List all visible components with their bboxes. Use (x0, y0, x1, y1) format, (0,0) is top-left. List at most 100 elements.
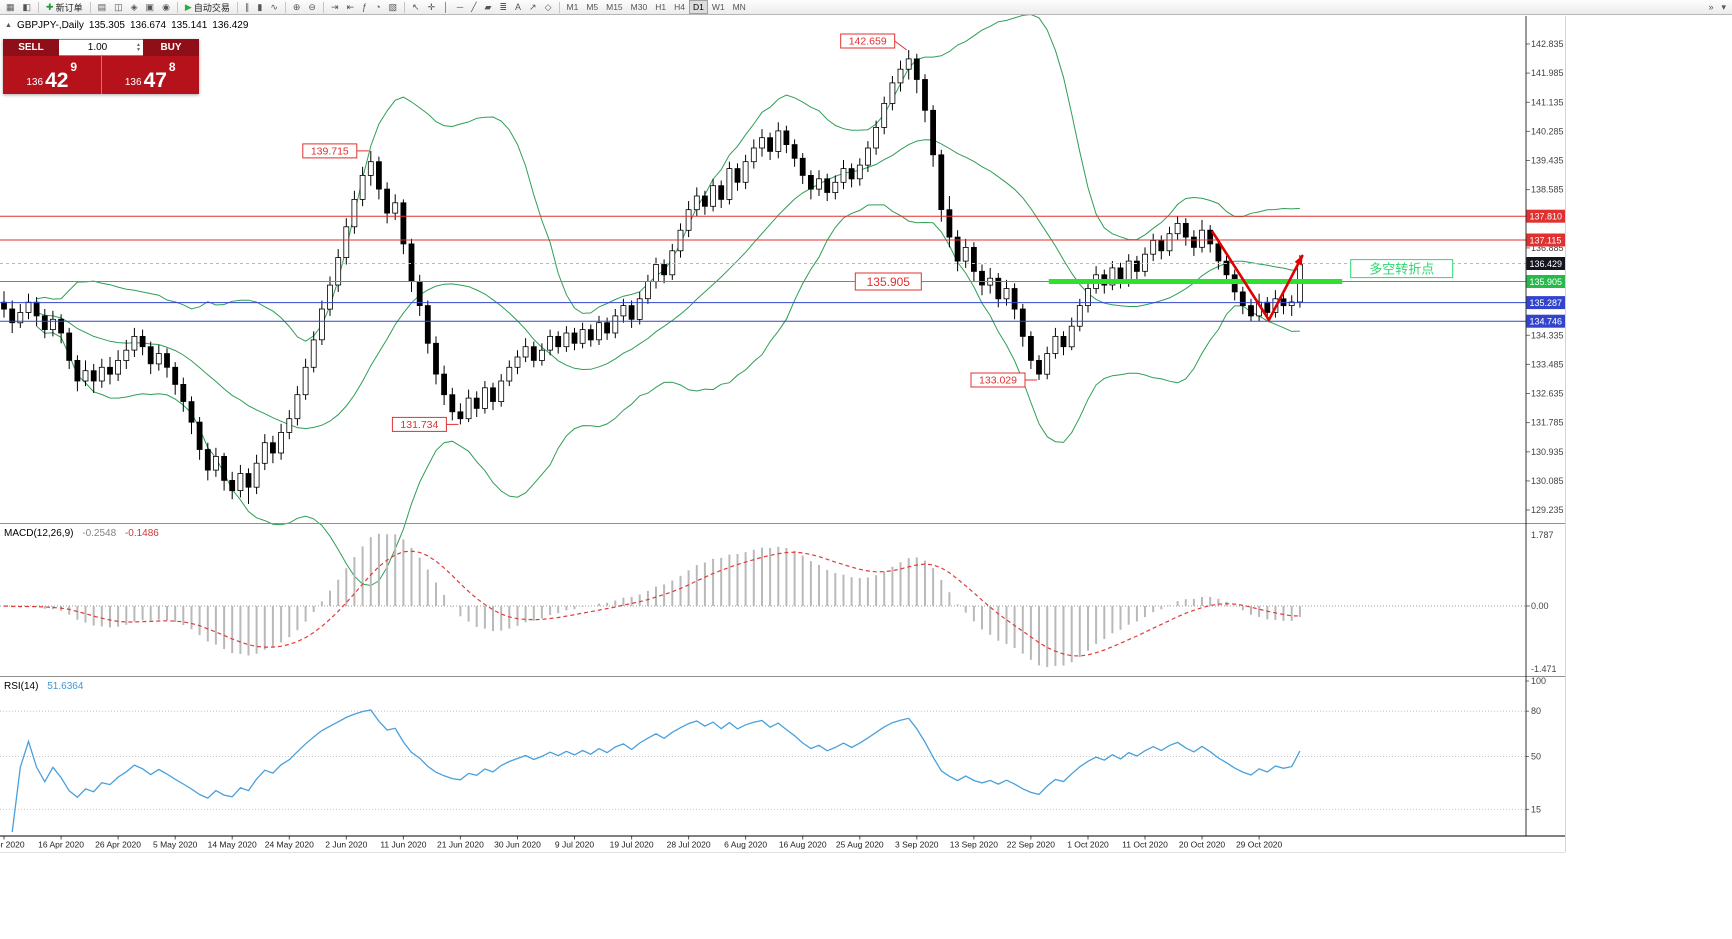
timeframe-m15-button[interactable]: M15 (606, 2, 623, 12)
terminal-button[interactable]: ▣ (142, 0, 159, 15)
timeframe-w1-button[interactable]: W1 (711, 2, 725, 12)
rsi-label: RSI(14) 51.6364 (4, 681, 83, 692)
stepper-up-icon[interactable]: ▲ (136, 42, 141, 48)
price-axis-label: 131.785 (1531, 418, 1564, 428)
buy-button[interactable]: BUY (143, 39, 199, 56)
horizontal-line-button[interactable]: ─ (453, 0, 467, 15)
macd-name: MACD(12,26,9) (4, 528, 74, 539)
candlesticks (1, 50, 1303, 504)
navigator-button[interactable]: ◈ (127, 0, 142, 15)
horizontal-lines[interactable] (0, 215, 1526, 322)
timeframe-m30-button[interactable]: M30 (630, 2, 648, 12)
date-axis[interactable]: 7 Apr 2020 16 Apr 2020 26 Apr 2020 5 May 20… (0, 836, 1283, 850)
price-axis-label: 142.835 (1531, 39, 1564, 49)
price-axis-label: 130.085 (1531, 476, 1564, 486)
toolbar-separator (236, 1, 238, 13)
toolbar-overflow-button[interactable]: » (1704, 0, 1717, 15)
timeframe-d1-button[interactable]: D1 (688, 0, 708, 14)
strategy-tester-icon: ◉ (162, 1, 170, 12)
chart-window-button[interactable]: ▦ (2, 0, 19, 15)
data-window-button[interactable]: ◫ (110, 0, 127, 15)
arrow-icon: ↗ (529, 1, 537, 12)
zoom-in-button[interactable]: ⊕ (289, 0, 305, 15)
chart-annotations[interactable]: 142.659 139.715 135.905 133.029 131.734 多空转折点 (302, 33, 1454, 432)
chevron-double-icon: » (1708, 1, 1714, 12)
axis-price-tag-text: 137.115 (1530, 236, 1562, 246)
toolbar-options-button[interactable]: ▾ (1717, 0, 1730, 15)
cursor-button[interactable]: ↖ (408, 0, 424, 15)
vertical-line-button[interactable]: │ (439, 0, 453, 15)
sell-button[interactable]: SELL (3, 39, 59, 56)
volume-input[interactable] (59, 40, 137, 55)
chart-shift-button[interactable]: ⇤ (343, 0, 359, 15)
price-label-box (970, 372, 1026, 388)
buy-price-panel[interactable]: 136 47 8 (100, 56, 200, 94)
strategy-tester-button[interactable]: ◉ (158, 0, 174, 15)
candlestick-chart-icon: ▮ (257, 1, 263, 12)
sell-price-panel[interactable]: 136 42 9 (3, 56, 101, 94)
price-axis[interactable]: 142.835 141.985 141.135 140.285 139.435 138.5… (1526, 39, 1565, 515)
chart-symbol-icon: ▲ (5, 22, 12, 29)
candlestick-chart-button[interactable]: ▮ (253, 0, 266, 15)
chart-symbol-title: GBPJPY-,Daily (16, 20, 84, 31)
trendline-button[interactable]: ╱ (467, 0, 480, 15)
price-axis-label: 132.635 (1531, 389, 1564, 399)
date-axis-label: 26 Apr 2020 (95, 840, 141, 850)
date-axis-label: 2 Jun 2020 (325, 840, 367, 850)
toolbar-separator (176, 1, 178, 13)
crosshair-button[interactable]: ✛ (424, 0, 440, 15)
toolbar: ▦ ◧ ✚ 新订单 ▤ ◫ ◈ ▣ ◉ ▶ 自动交易 ∥ ▮ ∿ ⊕ ⊖ ⇥ ⇤ ƒ ◔ ▧ ↖ ✛ │ ─ ╱ ▰ ≣ A ↗ ◇ M1 M5… (0, 0, 1732, 15)
date-axis-label: 1 Oct 2020 (1067, 840, 1109, 850)
clock-icon: ◔ (375, 1, 381, 12)
autotrading-button[interactable]: ▶ 自动交易 (181, 0, 234, 15)
line-chart-button[interactable]: ∿ (266, 0, 282, 15)
axis-price-tag (1526, 233, 1565, 247)
macd-pane: 1.787 0.00 -1.471 (0, 530, 1557, 674)
bb-lower-band (36, 204, 1300, 587)
market-watch-button[interactable]: ▤ (94, 0, 111, 15)
date-axis-label: 13 Sep 2020 (950, 840, 998, 850)
shapes-button[interactable]: ◇ (541, 0, 556, 15)
channel-button[interactable]: ▰ (481, 0, 496, 15)
auto-scroll-button[interactable]: ⇥ (327, 0, 343, 15)
date-axis-label: 3 Sep 2020 (895, 840, 939, 850)
bar-chart-icon: ∥ (244, 1, 250, 12)
templates-button[interactable]: ▧ (385, 0, 402, 15)
arrows-button[interactable]: ↗ (525, 0, 541, 15)
chart-open-value: 135.305 (88, 20, 125, 31)
periods-button[interactable]: ◔ (371, 0, 384, 15)
timeframe-m5-button[interactable]: M5 (586, 2, 599, 12)
zoom-out-button[interactable]: ⊖ (304, 0, 320, 15)
zoom-in-icon: ⊕ (292, 1, 301, 12)
price-label-box (302, 143, 358, 159)
chart-close-value: 136.429 (212, 20, 249, 31)
timeframe-m1-button[interactable]: M1 (566, 2, 579, 12)
timeframe-mn-button[interactable]: MN (732, 2, 746, 12)
trendline-icon: ╱ (471, 1, 477, 12)
toolbar-separator (89, 1, 91, 13)
date-axis-label: 30 Jun 2020 (494, 840, 541, 850)
new-order-button[interactable]: ✚ 新订单 (42, 0, 87, 15)
timeframe-h4-button[interactable]: H4 (674, 2, 685, 12)
one-click-prices: 136 42 9 136 47 8 (3, 56, 199, 94)
bar-chart-button[interactable]: ∥ (241, 0, 254, 15)
toolbar-separator (284, 1, 286, 13)
price-axis-label: 141.135 (1531, 97, 1564, 107)
macd-axis-zero: 0.00 (1531, 601, 1549, 611)
timeframe-h1-button[interactable]: H1 (655, 2, 667, 12)
text-button[interactable]: A (511, 0, 525, 15)
indicators-button[interactable]: ƒ (358, 0, 371, 15)
window-layout-button[interactable]: ◧ (19, 0, 36, 15)
axis-price-tag-text: 136.429 (1530, 259, 1563, 269)
terminal-icon: ▣ (145, 1, 155, 12)
autotrading-button-label: 自动交易 (193, 2, 230, 13)
fibonacci-button[interactable]: ≣ (495, 0, 511, 15)
axis-price-tag-text: 134.746 (1530, 317, 1563, 327)
price-axis-label: 134.335 (1531, 330, 1564, 340)
rsi-line (11, 709, 1301, 833)
stepper-down-icon[interactable]: ▼ (136, 46, 141, 53)
cursor-icon: ↖ (412, 1, 420, 12)
volume-stepper[interactable]: ▲ ▼ (136, 43, 143, 52)
date-axis-label: 11 Oct 2020 (1122, 840, 1168, 850)
